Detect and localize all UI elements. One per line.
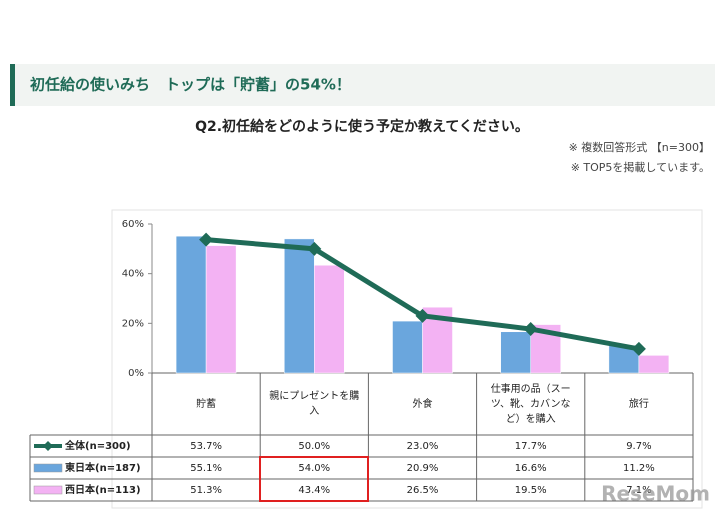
value-label: 51.3%	[190, 485, 222, 496]
legend-swatch	[33, 485, 63, 495]
bar	[392, 320, 423, 374]
category-cell: 親にプレゼントを購入	[269, 391, 360, 417]
value-label: 11.2%	[623, 463, 655, 474]
bar	[500, 331, 531, 374]
y-tick-label: 40%	[122, 269, 144, 280]
marker	[415, 308, 430, 323]
bar	[638, 355, 670, 374]
watermark: ReseMom	[601, 482, 710, 506]
legend-swatch	[33, 463, 63, 473]
y-tick-label: 20%	[122, 318, 144, 329]
x-tick-label: 外食	[412, 398, 433, 410]
value-label: 7.1%	[626, 485, 651, 496]
header-bar	[10, 64, 715, 106]
value-label: 17.7%	[515, 441, 547, 452]
legend-label: 全体(n=300)	[64, 439, 131, 452]
marker	[523, 322, 538, 337]
value-label: 19.5%	[515, 485, 547, 496]
category-cell: 仕事用の品（スーツ、靴、カバンなど）を購入	[490, 383, 571, 425]
legend-label: 東日本(n=187)	[65, 461, 141, 474]
value-label: 9.7%	[626, 441, 651, 452]
marker	[199, 232, 214, 247]
chart-frame	[111, 209, 703, 509]
category-cell: 外食	[412, 398, 433, 410]
plot: 0% 20% 40% 60% 貯蓄 親にプレゼントを購入 外食 仕事用の品（スーツ、靴、カバン…	[29, 219, 694, 502]
value-label: 55.1%	[190, 463, 222, 474]
highlight-box	[259, 456, 369, 502]
value-label: 26.5%	[407, 485, 439, 496]
value-label: 23.0%	[407, 441, 439, 452]
category-cell: 旅行	[628, 398, 649, 410]
value-label: 20.9%	[407, 463, 439, 474]
category-cell: 貯蓄	[196, 398, 217, 410]
legend-swatch	[43, 441, 53, 451]
value-label: 43.4%	[298, 485, 330, 496]
x-tick-label: 仕事用の品（スーツ、靴、カバンなど）を購入	[490, 383, 571, 425]
value-label: 54.0%	[298, 463, 330, 474]
marker	[307, 241, 322, 256]
bar	[205, 245, 237, 374]
y-tick-label: 0%	[128, 368, 144, 379]
legend-label: 西日本(n=113)	[65, 483, 141, 496]
value-label: 53.7%	[190, 441, 222, 452]
note: ※ 複数回答形式 【n=300】	[569, 140, 710, 154]
header-title: 初任給の使いみち トップは「貯蓄」の54%！	[30, 76, 351, 94]
y-tick-label: 60%	[122, 219, 144, 230]
x-tick-label: 親にプレゼントを購入	[269, 391, 360, 417]
header-accent	[10, 64, 15, 106]
bar	[284, 238, 315, 374]
chart-title: Q2.初任給をどのように使う予定か教えてください。	[195, 118, 529, 135]
bar	[175, 235, 207, 374]
note: ※ TOP5を掲載しています。	[571, 160, 710, 174]
marker	[631, 341, 646, 356]
value-label: 50.0%	[298, 441, 330, 452]
bar	[314, 264, 345, 374]
value-label: 16.6%	[515, 463, 547, 474]
x-tick-label: 貯蓄	[196, 398, 217, 410]
x-tick-label: 旅行	[628, 398, 649, 410]
